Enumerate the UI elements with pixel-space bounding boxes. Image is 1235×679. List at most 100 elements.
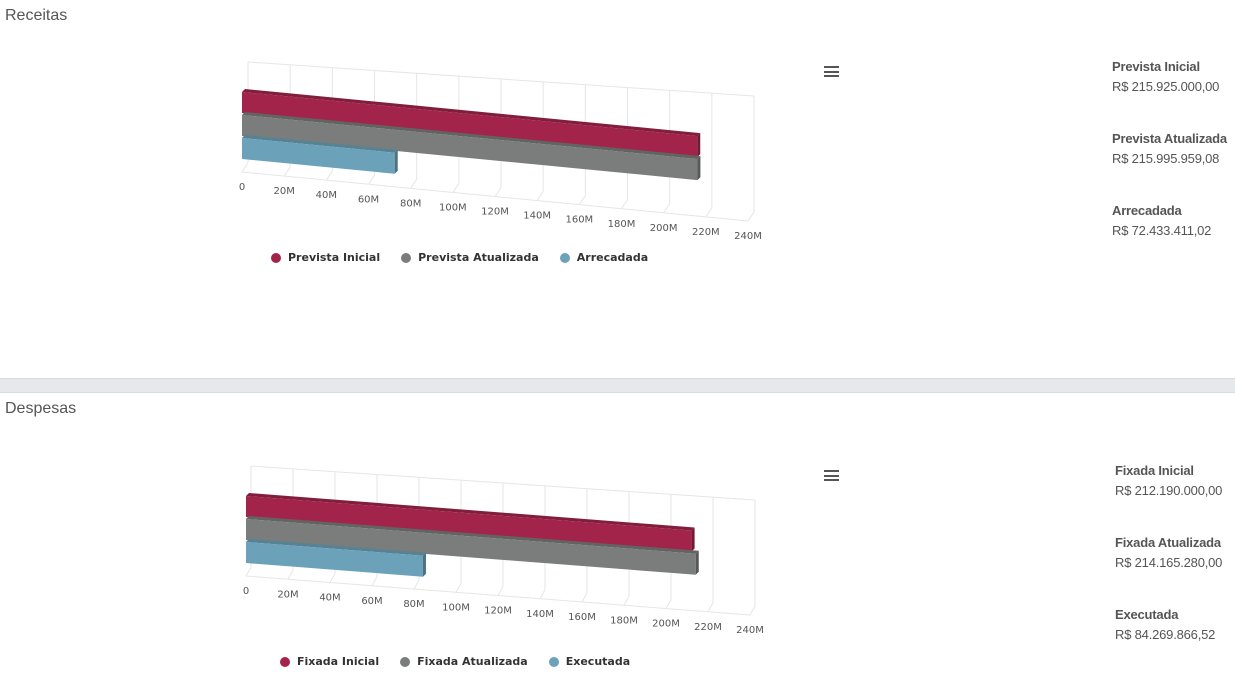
summary-item: Fixada Atualizada R$ 214.165.280,00	[1115, 535, 1222, 607]
grid-line	[536, 191, 544, 201]
bar-front-face	[242, 115, 698, 181]
grid-line	[663, 203, 671, 214]
grid-line	[371, 576, 378, 586]
legend-marker	[400, 656, 411, 667]
legend-item-prevista-inicial[interactable]: Prevista Inicial	[271, 251, 380, 264]
legend-label: Prevista Atualizada	[418, 251, 539, 264]
bar-end-face	[695, 550, 699, 575]
legend-marker	[271, 252, 281, 263]
legend-marker	[280, 656, 290, 667]
summary-item: Fixada Inicial R$ 212.190.000,00	[1115, 463, 1222, 535]
grid-line	[368, 174, 375, 185]
bar-end-face	[697, 133, 701, 158]
x-tick-label: 80M	[403, 599, 424, 610]
x-tick-label: 60M	[361, 596, 382, 607]
x-tick-label: 40M	[319, 593, 340, 604]
grid-line	[749, 605, 756, 616]
bar-fixada-atualizada[interactable]	[246, 516, 699, 575]
bar-top-face	[242, 135, 398, 153]
legend-item-fixada-atualizada[interactable]: Fixada Atualizada	[400, 655, 528, 668]
grid-line	[287, 570, 294, 580]
grid-line	[410, 179, 418, 189]
legend-item-fixada-inicial[interactable]: Fixada Inicial	[280, 655, 379, 668]
summary-item: Arrecadada R$ 72.433.411,02	[1112, 203, 1227, 275]
legend-label: Fixada Inicial	[297, 655, 380, 668]
summary-label: Prevista Atualizada	[1112, 131, 1227, 146]
summary-item: Prevista Inicial R$ 215.925.000,00	[1112, 59, 1227, 131]
bar-front-face	[242, 138, 395, 174]
x-tick-label: 120M	[481, 207, 509, 218]
bar-prevista-inicial[interactable]	[242, 89, 701, 158]
x-tick-label: 240M	[736, 625, 764, 636]
grid-line	[621, 199, 628, 210]
x-tick-label: 180M	[608, 219, 636, 230]
bar-prevista-atualizada[interactable]	[242, 112, 701, 181]
hamburger-menu-icon[interactable]	[824, 470, 840, 484]
legend-marker	[559, 252, 570, 263]
x-tick-label: 180M	[610, 615, 638, 626]
bar-top-face	[246, 493, 695, 531]
legend-label: Fixada Atualizada	[417, 655, 528, 668]
bar-top-face	[242, 112, 701, 160]
chart-legend: Prevista Inicial Prevista Atualizada Arr…	[271, 251, 669, 264]
x-tick-label: 140M	[526, 609, 554, 620]
bar-front-face	[242, 92, 698, 158]
x-tick-label: 100M	[439, 202, 467, 213]
x-tick-label: 160M	[568, 612, 596, 623]
grid-line	[247, 61, 755, 97]
x-tick-label: 200M	[652, 619, 680, 630]
x-tick-label: 20M	[273, 186, 294, 197]
x-tick-label: 220M	[692, 227, 720, 238]
x-tick-label: 220M	[694, 622, 722, 633]
grid-line	[413, 579, 420, 590]
bar-front-face	[246, 496, 692, 552]
grid-line	[539, 589, 546, 599]
despesas-panel: Despesas 0 20M 40M 60M 80M 100M 120M 140M 160M 18…	[0, 393, 1235, 673]
legend-item-arrecadada[interactable]: Arrecadada	[559, 251, 649, 264]
bar-end-face	[394, 149, 398, 174]
summary-list: Fixada Inicial R$ 212.190.000,00 Fixada …	[1115, 463, 1222, 679]
summary-value: R$ 212.190.000,00	[1115, 483, 1223, 498]
bar-end-face	[691, 527, 695, 552]
bar-fixada-inicial[interactable]	[246, 493, 695, 552]
x-tick-label: 120M	[484, 606, 512, 617]
bar-arrecadada[interactable]	[242, 135, 398, 174]
hamburger-menu-icon[interactable]	[824, 66, 840, 80]
grid-line	[623, 596, 630, 606]
bar-end-face	[697, 156, 701, 181]
legend-marker	[401, 252, 412, 263]
grid-line	[497, 586, 504, 596]
legend-label: Executada	[565, 655, 631, 668]
legend-item-executada[interactable]: Executada	[548, 655, 631, 668]
grid-line	[452, 183, 460, 193]
summary-label: Prevista Inicial	[1112, 59, 1200, 74]
summary-value: R$ 72.433.411,02	[1112, 223, 1212, 238]
summary-label: Fixada Atualizada	[1115, 535, 1221, 550]
x-tick-label: 20M	[277, 589, 298, 600]
grid-line	[707, 602, 714, 612]
panel-title: Despesas	[5, 400, 77, 417]
x-tick-label: 0	[243, 586, 249, 597]
grid-line	[494, 187, 502, 197]
grid-line	[241, 162, 249, 173]
panel-title: Receitas	[5, 7, 68, 24]
bar-executada[interactable]	[246, 539, 426, 577]
summary-label: Fixada Inicial	[1115, 463, 1194, 478]
grid-line	[250, 465, 756, 501]
grid-line	[241, 171, 749, 222]
chart-legend: Fixada Inicial Fixada Atualizada Executa…	[280, 655, 651, 668]
legend-label: Arrecadada	[576, 251, 649, 264]
grid-line	[245, 566, 252, 577]
bar-top-face	[246, 539, 426, 556]
summary-value: R$ 215.925.000,00	[1112, 79, 1220, 94]
x-tick-label: 200M	[650, 223, 678, 234]
bar-top-face	[246, 516, 699, 554]
legend-item-prevista-atualizada[interactable]: Prevista Atualizada	[401, 251, 539, 264]
bar-top-face	[242, 89, 701, 137]
grid-line	[329, 573, 336, 583]
summary-label: Arrecadada	[1112, 203, 1182, 218]
grid-line	[581, 592, 588, 603]
receitas-chart: 0 20M 40M 60M 80M 100M 120M 140M 160M 180M 200M 220…	[239, 61, 762, 242]
legend-marker	[548, 656, 559, 667]
grid-line	[325, 170, 333, 181]
